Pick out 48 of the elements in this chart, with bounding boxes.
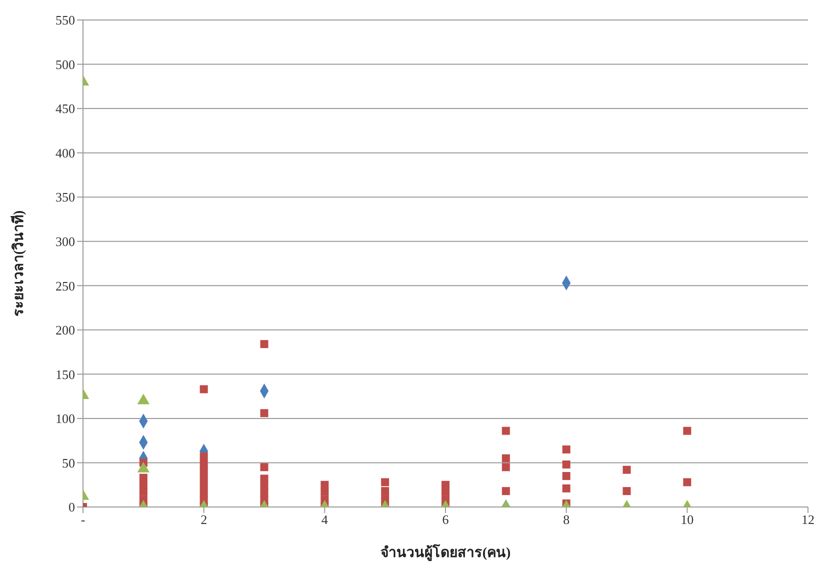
point <box>683 426 692 435</box>
y-tick-label: 200 <box>56 322 75 338</box>
point <box>502 426 510 435</box>
point <box>442 480 450 489</box>
y-axis-title: ระยะเวลา(วินาที) <box>10 210 27 317</box>
point <box>260 340 268 348</box>
y-tick-label: 500 <box>56 56 75 72</box>
y-tick-label: 100 <box>56 411 75 426</box>
point <box>260 488 268 497</box>
point <box>200 460 208 468</box>
point <box>320 480 329 489</box>
point <box>260 409 268 418</box>
x-tick-label: 2 <box>200 512 208 528</box>
point <box>502 454 510 462</box>
point <box>562 460 570 468</box>
x-axis-title: จำนวนผู้โดยสาร(คน) <box>380 543 511 561</box>
y-tick-label: 250 <box>56 278 75 294</box>
y-tick-label: 350 <box>56 190 75 205</box>
point <box>562 472 570 480</box>
x-tick-label: - <box>80 512 86 528</box>
y-tick-label: 50 <box>62 455 75 470</box>
point <box>381 487 390 496</box>
point <box>562 445 570 454</box>
point <box>502 463 510 472</box>
x-tick-label: 12 <box>802 512 814 528</box>
y-tick-label: 0 <box>68 500 75 515</box>
y-tick-label: 150 <box>56 366 75 382</box>
y-tick-label: 550 <box>56 12 75 28</box>
x-tick-label: 6 <box>442 512 450 528</box>
y-tick-label: 450 <box>56 101 75 116</box>
point <box>502 487 510 496</box>
x-tick-label: 8 <box>563 512 570 528</box>
x-tick-label: 10 <box>680 512 694 528</box>
y-tick-label: 400 <box>56 145 75 160</box>
point <box>622 487 631 496</box>
point <box>200 385 208 394</box>
point <box>622 466 631 474</box>
point <box>260 463 268 472</box>
point <box>139 474 148 482</box>
point <box>562 484 570 492</box>
point <box>260 474 268 483</box>
y-tick-label: 300 <box>56 234 75 249</box>
point <box>381 478 390 486</box>
x-tick-label: 4 <box>321 512 328 528</box>
point <box>683 478 692 486</box>
point <box>200 488 208 497</box>
point <box>200 452 208 461</box>
point <box>381 495 390 504</box>
